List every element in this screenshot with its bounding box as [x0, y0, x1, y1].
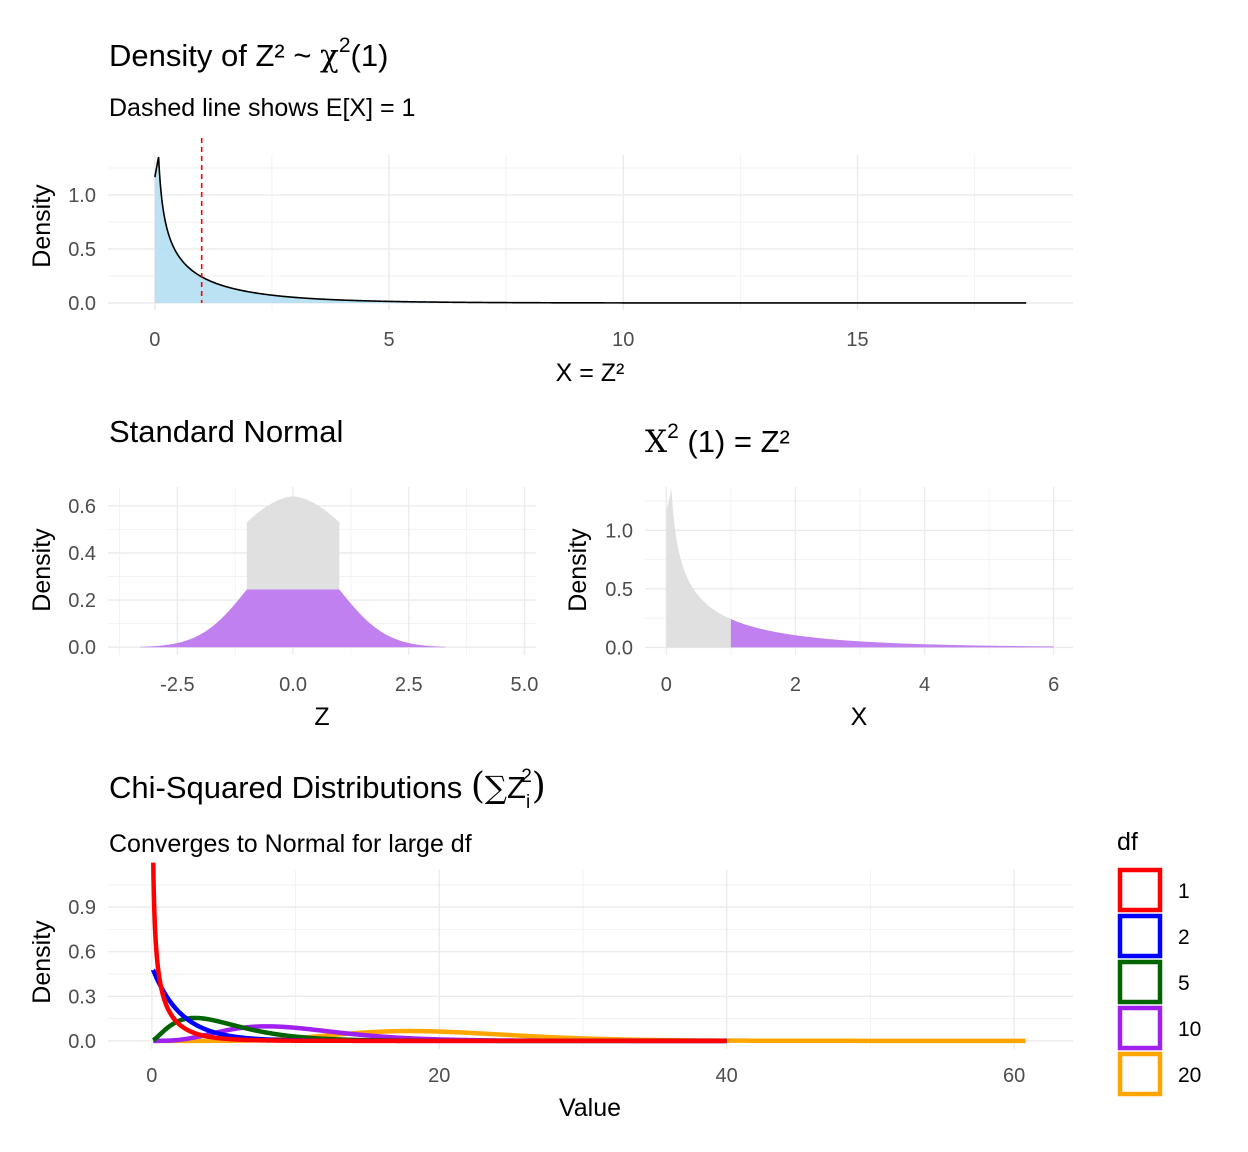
x-tick-label: 15 — [846, 329, 868, 351]
legend-key-10 — [1117, 1005, 1163, 1051]
y-tick-label: 0.6 — [68, 496, 96, 518]
p1-title: Density of Z² ~ χ2(1) — [109, 34, 388, 74]
legend-label-20: 20 — [1178, 1064, 1201, 1087]
y-tick-label: 0.3 — [68, 986, 96, 1008]
p2-y-ticks: 0.0 0.2 0.4 0.6 — [68, 496, 96, 659]
x-tick-label: 0 — [149, 329, 160, 351]
p1-marks — [154, 138, 1027, 304]
p2-outer-area — [140, 589, 446, 648]
x-tick-label: 5 — [384, 329, 395, 351]
x-tick-label: 40 — [716, 1065, 738, 1087]
panel-chisq-family: Chi-Squared Distributions (∑Zi2) Converg… — [28, 766, 1201, 1122]
legend-key-1 — [1117, 867, 1163, 913]
p1-density-area — [154, 156, 530, 303]
series-line-df-1 — [151, 860, 728, 1044]
p2-inner-area — [246, 496, 340, 590]
y-tick-label: 1.0 — [605, 520, 633, 542]
p1-gridlines — [108, 155, 1073, 310]
p3-y-ticks: 0.0 0.5 1.0 — [605, 520, 633, 659]
y-tick-label: 0.0 — [68, 293, 96, 315]
legend-label-2: 2 — [1178, 926, 1190, 949]
y-tick-label: 0.0 — [605, 637, 633, 659]
x-tick-label: 0 — [146, 1065, 157, 1087]
x-tick-label: 2 — [790, 674, 801, 696]
p2-title: Standard Normal — [109, 414, 343, 449]
p4-y-axis-label: Density — [28, 920, 56, 1004]
y-tick-label: 0.5 — [605, 579, 633, 601]
p1-subtitle: Dashed line shows E[X] = 1 — [109, 94, 415, 122]
legend-key-20 — [1117, 1051, 1163, 1097]
x-tick-label: 60 — [1003, 1065, 1025, 1087]
p1-x-ticks: 0 5 10 15 — [149, 329, 868, 351]
x-tick-label: -2.5 — [160, 674, 194, 696]
p4-marks — [151, 860, 1027, 1044]
y-tick-label: 0.0 — [68, 1031, 96, 1053]
p4-legend: df 1 2 5 10 20 — [1117, 828, 1201, 1097]
p3-x-axis-label: X — [851, 703, 868, 731]
x-tick-label: 0 — [661, 674, 672, 696]
p1-y-ticks: 0.0 0.5 1.0 — [68, 185, 96, 315]
p4-y-ticks: 0.0 0.3 0.6 0.9 — [68, 897, 96, 1053]
p2-marks — [140, 496, 446, 648]
p1-density-line — [154, 156, 1027, 304]
x-tick-label: 2.5 — [395, 674, 423, 696]
panel-chisq-shaded: X2 (1) = Z² 0.0 0.5 1.0 0 2 4 6 X Density — [564, 420, 1073, 731]
y-tick-label: 1.0 — [68, 185, 96, 207]
legend-label-10: 10 — [1178, 1018, 1201, 1041]
y-tick-label: 0.6 — [68, 942, 96, 964]
p3-marks — [666, 489, 1054, 648]
p4-subtitle: Converges to Normal for large df — [109, 830, 472, 858]
p4-x-ticks: 0 20 40 60 — [146, 1065, 1025, 1087]
y-tick-label: 0.5 — [68, 239, 96, 261]
p3-title: X2 (1) = Z² — [645, 420, 790, 460]
p4-gridlines — [108, 870, 1073, 1049]
p3-outer-area — [730, 619, 1054, 648]
p1-x-axis-label: X = Z² — [556, 359, 625, 387]
x-tick-label: 5.0 — [511, 674, 539, 696]
x-tick-label: 20 — [428, 1065, 450, 1087]
p3-x-ticks: 0 2 4 6 — [661, 674, 1059, 696]
legend-label-5: 5 — [1178, 972, 1190, 995]
p2-x-axis-label: Z — [314, 703, 329, 731]
x-tick-label: 6 — [1048, 674, 1059, 696]
y-tick-label: 0.2 — [68, 590, 96, 612]
p3-y-axis-label: Density — [564, 528, 592, 612]
x-tick-label: 10 — [612, 329, 634, 351]
legend-label-1: 1 — [1178, 880, 1190, 903]
legend-key-2 — [1117, 913, 1163, 959]
p2-y-axis-label: Density — [28, 528, 56, 612]
x-tick-label: 4 — [919, 674, 930, 696]
legend-items: 1 2 5 10 20 — [1117, 867, 1201, 1097]
p4-x-axis-label: Value — [559, 1094, 621, 1122]
p2-x-ticks: -2.5 0.0 2.5 5.0 — [160, 674, 538, 696]
y-tick-label: 0.9 — [68, 897, 96, 919]
legend-key-5 — [1117, 959, 1163, 1005]
p1-y-axis-label: Density — [28, 184, 56, 268]
legend-title: df — [1117, 828, 1138, 856]
p3-inner-area — [666, 489, 731, 648]
y-tick-label: 0.4 — [68, 543, 96, 565]
panel-standard-normal: Standard Normal 0.0 0.2 0.4 0.6 -2.5 0.0 2.5 5… — [28, 414, 538, 731]
y-tick-label: 0.0 — [68, 637, 96, 659]
x-tick-label: 0.0 — [279, 674, 307, 696]
p4-title: Chi-Squared Distributions (∑Zi2) — [109, 766, 546, 813]
panel-chisq-density: Density of Z² ~ χ2(1) Dashed line shows … — [28, 34, 1073, 387]
